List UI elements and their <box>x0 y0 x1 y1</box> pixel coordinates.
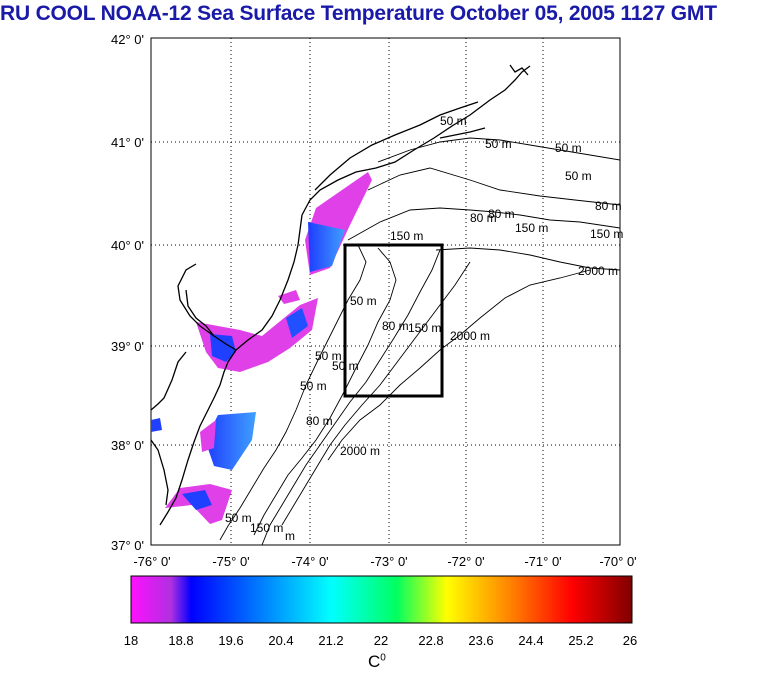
contour-2000m-c <box>327 269 591 461</box>
colorbar-tick: 18.8 <box>168 633 193 648</box>
coastline <box>151 64 531 526</box>
colorbar-tick: 22.8 <box>418 633 443 648</box>
lon-label: -70° 0' <box>599 554 636 569</box>
lon-label: -75° 0' <box>212 554 249 569</box>
contour-label: 150 m <box>515 221 548 235</box>
sst-patch-south-edge <box>200 420 216 452</box>
sst-patch-middle-core2 <box>286 308 308 338</box>
sst-patch-middle-core <box>210 334 236 362</box>
contour-label: 50 m <box>440 114 467 128</box>
contour-label: 150 m <box>250 521 283 535</box>
unit-superscript: 0 <box>380 652 386 664</box>
contour-label: 50 m <box>485 137 512 151</box>
gridlines <box>151 38 620 545</box>
lat-label: 39° 0' <box>111 339 144 354</box>
contour-label: 80 m <box>470 211 497 225</box>
contour-label: 2000 m <box>340 444 380 458</box>
contour-labels: 50 m 50 m 50 m 50 m 80 m 80 m 80 m 150 m… <box>225 114 623 543</box>
sst-patch-bottom-core <box>182 490 212 510</box>
lon-axis: -76° 0' -75° 0' -74° 0' -73° 0' -72° 0' … <box>133 554 636 569</box>
contour-label: 80 m <box>306 414 333 428</box>
contour-label: 80 m <box>595 199 622 213</box>
contour-label: m <box>285 529 295 543</box>
contour-50m-b <box>219 244 367 541</box>
contour-label: 50 m <box>350 294 377 308</box>
contour-label: 50 m <box>555 141 582 155</box>
sst-patch-edge <box>151 418 162 432</box>
lat-axis: 42° 0' 41° 0' 40° 0' 39° 0' 38° 0' 37° 0… <box>111 32 144 553</box>
colorbar-tick: 24.4 <box>518 633 543 648</box>
map-title: RU COOL NOAA-12 Sea Surface Temperature … <box>0 2 717 25</box>
colorbar-tick: 20.4 <box>268 633 293 648</box>
contour-label: 80 m <box>382 319 409 333</box>
colorbar-ticks: 18 18.8 19.6 20.4 21.2 22 22.8 23.6 24.4… <box>124 633 637 648</box>
sst-patch-south <box>205 412 256 470</box>
colorbar-tick: 21.2 <box>318 633 343 648</box>
contour-150m-b <box>261 249 441 545</box>
lat-label: 41° 0' <box>111 135 144 150</box>
contour-label: 2000 m <box>578 264 618 278</box>
sst-patch-coastal <box>278 290 300 304</box>
lon-label: -72° 0' <box>447 554 484 569</box>
contour-2000m <box>435 247 620 271</box>
contour-label: 50 m <box>565 169 592 183</box>
colorbar-tick: 25.2 <box>568 633 593 648</box>
contour-label: 50 m <box>300 379 327 393</box>
lon-label: -74° 0' <box>291 554 328 569</box>
contour-label: 150 m <box>590 227 623 241</box>
unit-base: C <box>368 652 381 671</box>
lat-label: 37° 0' <box>111 538 144 553</box>
study-area-box <box>343 243 444 398</box>
lon-label: -71° 0' <box>524 554 561 569</box>
plot-frame <box>150 37 621 546</box>
colorbar-unit: C0 <box>368 652 386 672</box>
contour-label: 50 m <box>332 359 359 373</box>
colorbar <box>130 575 633 624</box>
lat-label: 40° 0' <box>111 238 144 253</box>
colorbar-tick: 19.6 <box>218 633 243 648</box>
lat-label: 38° 0' <box>111 438 144 453</box>
colorbar-tick: 18 <box>124 633 138 648</box>
contour-50m <box>377 137 620 163</box>
lat-label: 42° 0' <box>111 32 144 47</box>
sst-patch-north-core <box>308 222 345 272</box>
contour-80m <box>367 167 620 206</box>
colorbar-tick: 22 <box>374 633 388 648</box>
sst-data <box>151 172 372 524</box>
contour-label: 150 m <box>408 321 441 335</box>
contour-label: 2000 m <box>450 329 490 343</box>
contour-label: 50 m <box>225 511 252 525</box>
lon-label: -76° 0' <box>133 554 170 569</box>
contour-label: 150 m <box>390 229 423 243</box>
colorbar-tick: 26 <box>623 633 637 648</box>
lon-label: -73° 0' <box>370 554 407 569</box>
colorbar-tick: 23.6 <box>468 633 493 648</box>
contour-150m-a <box>347 207 620 241</box>
contour-label: 80 m <box>488 207 515 221</box>
contour-label: 50 m <box>315 349 342 363</box>
